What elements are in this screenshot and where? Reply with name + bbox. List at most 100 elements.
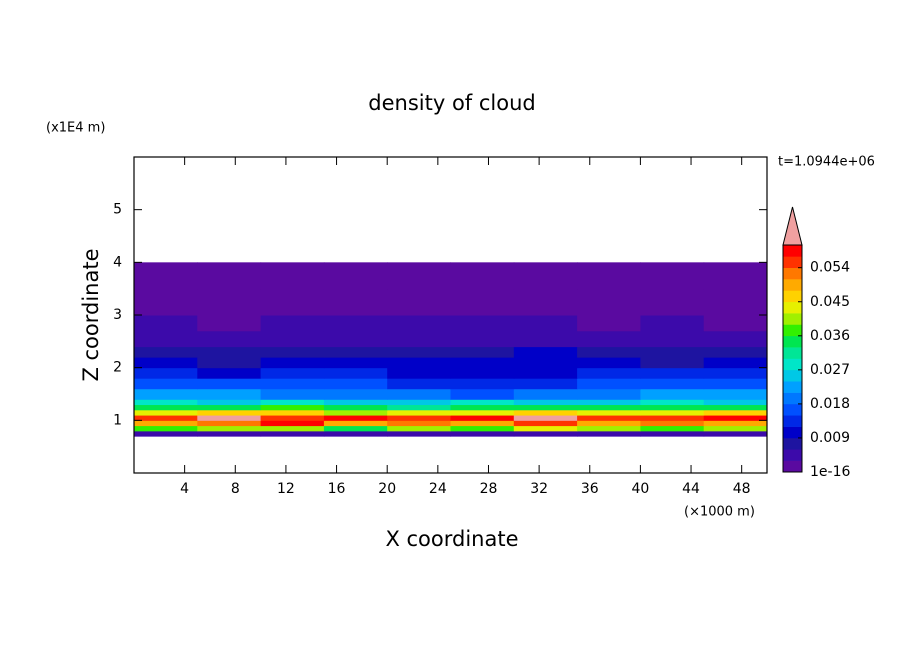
cell [134,367,198,379]
cell [387,288,451,316]
cell [450,288,515,316]
cell [450,378,515,390]
cell [323,404,388,411]
cell [387,388,451,400]
cell [197,330,262,348]
cell [387,330,451,348]
colorbar-band [783,392,802,405]
cell [323,399,388,406]
y-tick-label: 1 [113,412,122,428]
cell [260,330,325,348]
cell [640,425,705,432]
cell [197,357,262,369]
cell [577,430,641,437]
cell [450,357,515,369]
colorbar-band [783,415,802,427]
cell [260,388,325,400]
colorbar-tick-label: 0.036 [810,328,850,344]
cell [640,330,705,348]
cell [260,378,325,390]
x-tick-label: 8 [231,481,240,497]
colorbar-band [783,437,802,450]
y-tick-label: 3 [113,307,122,323]
cell [703,430,768,437]
x-tick-label: 16 [328,481,346,497]
annotation: t=1.0944e+06 [778,155,875,170]
cell [197,425,262,432]
cell [323,415,388,421]
colorbar-band [783,403,802,416]
cell [703,346,768,358]
cell [260,404,325,411]
cell [450,346,515,358]
cell [513,262,578,290]
cell [197,415,262,421]
cell [703,415,768,421]
cell [134,404,198,411]
cell [387,430,451,437]
cell [577,404,641,411]
colorbar-band [783,313,802,325]
cell [577,357,641,369]
colorbar-band [783,301,802,314]
cell [640,404,705,411]
cell [323,425,388,432]
x-tick-label: 28 [480,481,498,497]
cell [577,409,641,416]
cell [450,262,515,290]
cell [387,404,451,411]
colorbar-band [783,381,802,393]
cell [513,288,578,316]
cell [260,415,325,421]
y-unit: (x1E4 m) [46,121,105,136]
cell [703,420,768,427]
cell [323,315,388,332]
chart-title: density of cloud [368,91,535,115]
cell [387,425,451,432]
cell [323,262,388,290]
cell [323,330,388,348]
cell [260,399,325,406]
x-tick-label: 32 [530,481,548,497]
x-tick-label: 40 [631,481,649,497]
cell [513,420,578,427]
y-tick-label: 5 [113,202,122,218]
cell [387,378,451,390]
colorbar-band [783,245,802,257]
cell [577,425,641,432]
cell [450,315,515,332]
cell [260,346,325,358]
colorbar-band [783,460,802,473]
cell [640,367,705,379]
colorbar-band [783,358,802,371]
y-tick-label: 4 [113,254,122,270]
cell [513,346,578,358]
cell [577,346,641,358]
cell [387,367,451,379]
colorbar-tick-label: 0.027 [810,362,850,378]
cell [703,330,768,348]
colorbar-band [783,369,802,382]
cell [640,399,705,406]
cell [577,315,641,332]
cell [513,409,578,416]
cell [640,378,705,390]
cell [260,357,325,369]
x-tick-label: 24 [429,481,447,497]
cell [640,262,705,290]
colorbar-band [783,449,802,461]
cell [640,409,705,416]
cell [260,367,325,379]
cell [260,262,325,290]
cell [640,430,705,437]
cell [703,404,768,411]
colorbar-tick-label: 0.054 [810,260,850,276]
cell [197,404,262,411]
cell [323,288,388,316]
cell [260,430,325,437]
cell [197,399,262,406]
colorbar-band [783,335,802,348]
cell [323,388,388,400]
colorbar-frame [782,244,803,473]
cell [703,399,768,406]
